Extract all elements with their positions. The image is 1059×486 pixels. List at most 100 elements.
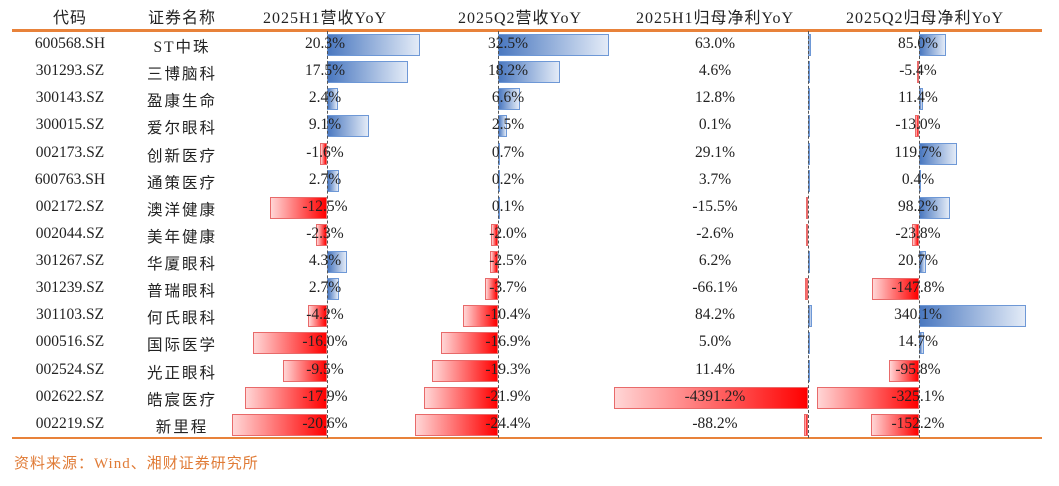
negative-data-bar <box>440 332 498 355</box>
yoy-value: 9.1% <box>308 116 342 134</box>
stock-code: 301239.SZ <box>35 279 105 297</box>
yoy-value: 98.2% <box>897 197 939 215</box>
stock-name: 光正眼科 <box>146 364 218 382</box>
yoy-value: -24.4% <box>485 414 531 432</box>
negative-data-bar <box>307 305 327 328</box>
negative-data-bar <box>917 61 919 84</box>
stock-name: 澳洋健康 <box>146 201 218 219</box>
yoy-value: -20.6% <box>302 414 348 432</box>
negative-data-bar <box>872 278 919 301</box>
yoy-value: 85.0% <box>897 35 939 52</box>
negative-data-bar <box>805 278 808 301</box>
yoy-value: 2.4% <box>308 89 342 107</box>
yoy-value: 17.5% <box>304 62 346 80</box>
negative-data-bar <box>485 278 498 301</box>
yoy-value: 12.8% <box>694 89 736 107</box>
yoy-value: -15.5% <box>692 197 738 215</box>
yoy-value: 29.1% <box>694 143 736 161</box>
yoy-value: 20.7% <box>897 252 939 270</box>
yoy-value: 0.2% <box>491 170 525 188</box>
bar-axis <box>808 31 809 438</box>
stock-name: 盈康生命 <box>146 93 218 111</box>
stock-code: 002044.SZ <box>35 224 105 242</box>
yoy-value: -2.5% <box>489 252 527 270</box>
stock-name: 国际医学 <box>146 337 218 355</box>
bar-axis <box>327 31 328 438</box>
stock-code: 300143.SZ <box>35 89 105 107</box>
stock-name: 皓宸医疗 <box>146 391 218 409</box>
stock-name: 美年健康 <box>146 228 218 246</box>
column-header: 2025H1归母净利YoY <box>635 10 795 27</box>
yoy-value: -19.3% <box>485 360 531 378</box>
stock-code: 300015.SZ <box>35 116 105 134</box>
negative-data-bar <box>283 359 327 382</box>
negative-data-bar <box>613 386 808 409</box>
yoy-value: -147.8% <box>891 279 945 297</box>
yoy-value: -325.1% <box>891 387 945 405</box>
yoy-value: 4.6% <box>698 62 732 80</box>
negative-data-bar <box>232 413 327 436</box>
stock-code: 002219.SZ <box>35 414 105 432</box>
stock-code: 002524.SZ <box>35 360 105 378</box>
yoy-value: 119.7% <box>894 143 942 161</box>
stock-code: 002622.SZ <box>35 387 105 405</box>
yoy-value: 2.7% <box>308 170 342 188</box>
yoy-value: 0.1% <box>698 116 732 134</box>
column-header: 2025Q2营收YoY <box>457 10 583 27</box>
yoy-value: -5.4% <box>899 62 937 80</box>
yoy-value: -23.8% <box>895 224 941 242</box>
yoy-value: -152.2% <box>891 414 945 432</box>
yoy-value: -2.6% <box>696 224 734 242</box>
yoy-value: -4391.2% <box>684 387 746 405</box>
stock-name: 新里程 <box>155 418 209 436</box>
yoy-value: -66.1% <box>692 279 738 297</box>
yoy-value: -16.0% <box>302 333 348 351</box>
stock-name: 爱尔眼科 <box>146 120 218 138</box>
yoy-value: -2.0% <box>489 224 527 242</box>
column-header: 代码 <box>52 10 88 27</box>
stock-name: 普瑞眼科 <box>146 283 218 301</box>
yoy-value: 4.3% <box>308 252 342 270</box>
bar-axis <box>498 31 499 438</box>
column-header: 2025H1营收YoY <box>262 10 388 27</box>
stock-code: 002173.SZ <box>35 143 105 161</box>
column-header: 证券名称 <box>147 10 217 27</box>
stock-code: 002172.SZ <box>35 197 105 215</box>
stock-name: 通策医疗 <box>146 174 218 192</box>
negative-data-bar <box>432 359 498 382</box>
yoy-value: -2.3% <box>306 224 344 242</box>
negative-data-bar <box>244 386 327 409</box>
negative-data-bar <box>489 251 498 274</box>
yoy-value: -10.4% <box>485 306 531 324</box>
yoy-value: 0.7% <box>491 143 525 161</box>
yoy-value: 0.4% <box>901 170 935 188</box>
yoy-value: 2.7% <box>308 279 342 297</box>
stock-code: 000516.SZ <box>35 333 105 351</box>
source-note: 资料来源：Wind、湘财证券研究所 <box>14 456 259 472</box>
yoy-value: 3.7% <box>698 170 732 188</box>
stock-name: ST中珠 <box>153 39 211 56</box>
stock-name: 创新医疗 <box>146 147 218 165</box>
stock-code: 301103.SZ <box>36 306 104 324</box>
bottom-rule <box>12 437 1042 439</box>
yoy-value: -9.5% <box>306 360 344 378</box>
yoy-value: -13.0% <box>895 116 941 134</box>
stock-name: 华厦眼科 <box>146 256 218 274</box>
yoy-value: 11.4% <box>695 360 735 378</box>
yoy-value: -4.2% <box>306 306 344 324</box>
yoy-value: 5.0% <box>698 333 732 351</box>
stock-code: 301293.SZ <box>35 62 105 80</box>
stock-name: 三博脑科 <box>146 66 218 84</box>
negative-data-bar <box>462 305 498 328</box>
negative-data-bar <box>804 413 808 436</box>
bar-axis <box>919 31 920 438</box>
yoy-value: 11.4% <box>898 89 938 107</box>
column-header: 2025Q2归母净利YoY <box>845 10 1005 27</box>
negative-data-bar <box>911 223 919 246</box>
negative-data-bar <box>319 142 327 165</box>
negative-data-bar <box>253 332 327 355</box>
yoy-value: 6.6% <box>491 89 525 107</box>
yoy-value: -1.6% <box>306 143 344 161</box>
yoy-value: 0.1% <box>491 197 525 215</box>
yoy-value: -16.9% <box>485 333 531 351</box>
